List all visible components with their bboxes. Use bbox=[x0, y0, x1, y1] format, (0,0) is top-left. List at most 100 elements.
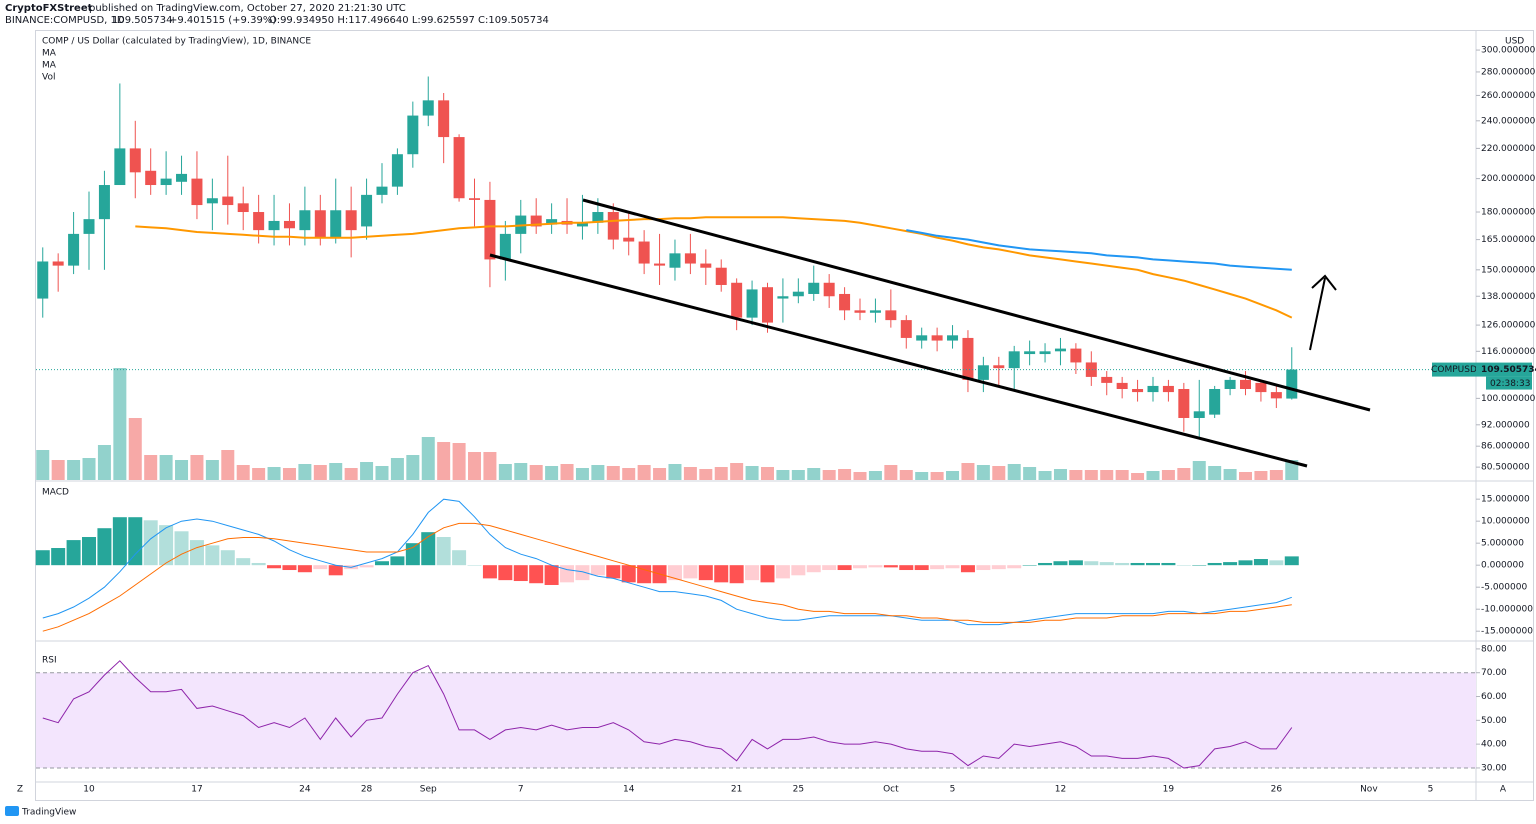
x-tick-label: 17 bbox=[191, 785, 202, 795]
candle-body bbox=[623, 237, 635, 242]
macd-line bbox=[42, 522, 1292, 632]
macd-histogram-bar bbox=[390, 556, 405, 566]
volume-bar bbox=[915, 472, 929, 480]
volume-bar bbox=[282, 468, 296, 480]
volume-bar bbox=[760, 467, 774, 480]
volume-bar bbox=[776, 470, 790, 480]
volume-bar bbox=[930, 472, 944, 480]
macd-histogram-bar bbox=[621, 565, 636, 583]
volume-bar bbox=[51, 460, 65, 480]
macd-histogram-bar bbox=[51, 548, 66, 566]
x-tick-label: 7 bbox=[518, 785, 524, 795]
candle-body bbox=[1240, 379, 1252, 389]
candle-body bbox=[592, 212, 604, 223]
y-tick-label: -15.000000 bbox=[1481, 627, 1533, 637]
candle-body bbox=[237, 203, 249, 213]
x-tick-label: Oct bbox=[883, 785, 899, 795]
macd-histogram-bar bbox=[66, 540, 81, 566]
volume-bar bbox=[498, 464, 512, 480]
candle-body bbox=[191, 178, 203, 206]
candle-body bbox=[669, 253, 681, 268]
price-tag-value: 109.505734 bbox=[1481, 365, 1536, 375]
countdown-box bbox=[1486, 376, 1532, 390]
volume-bar bbox=[868, 471, 882, 480]
candle-body bbox=[900, 320, 912, 338]
volume-bar bbox=[976, 465, 990, 480]
candle-body bbox=[299, 210, 311, 231]
volume-bar bbox=[653, 468, 667, 480]
channel-upper bbox=[582, 198, 1371, 412]
candle-body bbox=[823, 282, 835, 297]
legend-ma: MA bbox=[42, 49, 57, 59]
candle-body bbox=[268, 220, 280, 231]
macd-histogram-bar bbox=[575, 565, 590, 581]
volume-bar bbox=[1269, 470, 1283, 480]
candle-body bbox=[931, 335, 943, 341]
candle-body bbox=[839, 293, 851, 311]
macd-histogram-bar bbox=[1084, 561, 1099, 566]
candle-body bbox=[176, 173, 188, 182]
auto-button[interactable]: A bbox=[1500, 785, 1507, 795]
volume-bar bbox=[421, 437, 435, 480]
candle-body bbox=[746, 289, 758, 318]
candle-body bbox=[530, 215, 542, 227]
legend-title: COMP / US Dollar (calculated by TradingV… bbox=[42, 37, 311, 47]
log-button[interactable]: Z bbox=[17, 785, 23, 795]
candle-body bbox=[761, 287, 773, 323]
volume-bar bbox=[822, 470, 836, 480]
volume-bar bbox=[529, 465, 543, 480]
candle-body bbox=[1147, 385, 1159, 393]
x-tick-label: 5 bbox=[950, 785, 956, 795]
volume-bar bbox=[853, 472, 867, 480]
macd-histogram-bar bbox=[236, 558, 251, 566]
rsi-title: RSI bbox=[42, 656, 57, 666]
candle-body bbox=[869, 310, 881, 313]
macd-histogram-bar bbox=[1115, 562, 1130, 566]
volume-bar bbox=[1177, 468, 1191, 480]
y-tick-label: 80.500000 bbox=[1481, 463, 1530, 473]
volume-bar bbox=[1053, 469, 1067, 480]
volume-bar bbox=[992, 466, 1006, 480]
macd-histogram-bar bbox=[1192, 565, 1207, 566]
volume-bar bbox=[899, 470, 913, 480]
author: CryptoFXStreet bbox=[5, 3, 93, 14]
legend-ma: MA bbox=[42, 61, 57, 71]
macd-histogram-bar bbox=[143, 520, 158, 566]
macd-histogram-bar bbox=[1022, 565, 1037, 566]
candle-body bbox=[885, 310, 897, 321]
volume-bar bbox=[344, 468, 358, 480]
volume-bar bbox=[1285, 460, 1299, 480]
y-tick-label: 50.00 bbox=[1481, 716, 1507, 726]
volume-bar bbox=[1069, 470, 1083, 480]
candle-body bbox=[1070, 348, 1082, 363]
candle-body bbox=[607, 212, 619, 240]
candle-body bbox=[391, 154, 403, 187]
y-tick-label: 70.00 bbox=[1481, 668, 1507, 678]
macd-histogram-bar bbox=[960, 565, 975, 573]
y-tick-label: 116.000000 bbox=[1481, 347, 1536, 357]
macd-histogram-bar bbox=[128, 517, 143, 566]
volume-bar bbox=[1131, 473, 1145, 480]
candle-body bbox=[453, 137, 465, 199]
volume-bar bbox=[1239, 472, 1253, 480]
volume-bar bbox=[97, 445, 111, 480]
volume-bar bbox=[961, 463, 975, 480]
candle-body bbox=[715, 267, 727, 285]
candle-body bbox=[977, 365, 989, 380]
candle-body bbox=[1162, 385, 1174, 393]
price-tag-box bbox=[1476, 362, 1532, 377]
macd-histogram-bar bbox=[637, 565, 652, 584]
candle-body bbox=[98, 185, 110, 220]
macd-histogram-bar bbox=[1176, 565, 1191, 566]
candle-body bbox=[546, 219, 558, 225]
volume-bar bbox=[1084, 470, 1098, 480]
x-tick-label: 14 bbox=[623, 785, 635, 795]
y-tick-label: -5.000000 bbox=[1481, 583, 1527, 593]
y-tick-label: 126.000000 bbox=[1481, 321, 1536, 331]
volume-bar bbox=[113, 368, 127, 480]
volume-bar bbox=[946, 471, 960, 480]
macd-histogram-bar bbox=[883, 565, 898, 568]
macd-histogram-bar bbox=[560, 565, 575, 583]
candle-body bbox=[993, 365, 1005, 369]
macd-histogram-bar bbox=[698, 565, 713, 581]
